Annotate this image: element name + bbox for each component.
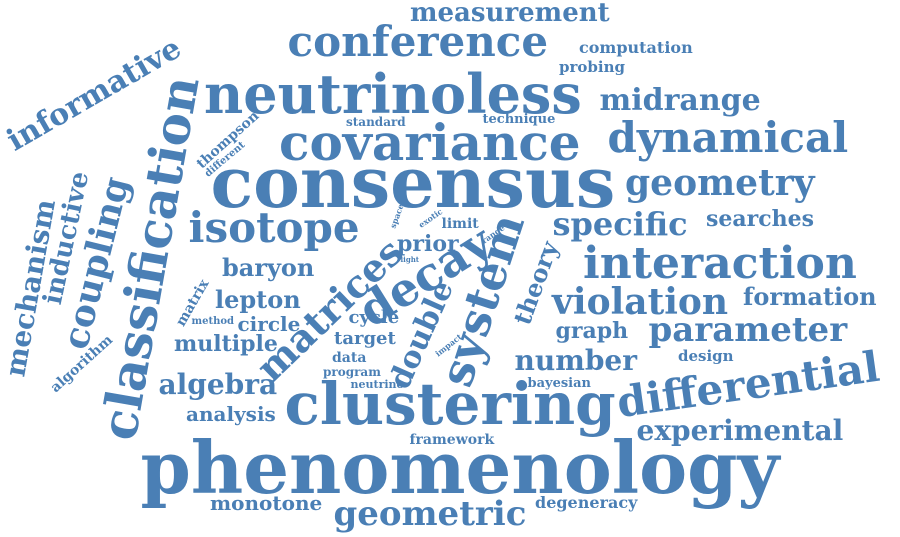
word: design <box>678 346 734 365</box>
word: light <box>400 254 420 264</box>
word: limit <box>441 216 479 232</box>
word: graph <box>555 318 629 344</box>
word: conference <box>287 17 549 66</box>
word: program <box>323 365 381 379</box>
word: phenomenology <box>140 425 780 510</box>
word: lepton <box>215 285 301 314</box>
word: isotope <box>188 203 360 252</box>
word: neutrinoless <box>204 62 582 126</box>
word: geometry <box>625 162 815 204</box>
word: number <box>514 344 638 377</box>
word: baryon <box>222 253 315 282</box>
word: measurement <box>410 0 610 28</box>
word: interaction <box>583 238 857 289</box>
word: standard <box>346 115 406 129</box>
word: violation <box>552 281 729 323</box>
word: cycle <box>348 307 400 328</box>
word: dynamical <box>607 113 849 162</box>
word: target <box>334 328 396 349</box>
word: method <box>191 316 235 327</box>
word: covariance <box>279 113 581 172</box>
word: multiple <box>174 331 278 357</box>
word: clustering <box>284 370 616 438</box>
word: formation <box>743 282 877 311</box>
word: searches <box>706 206 815 232</box>
word: bayesian <box>527 375 591 391</box>
word: probing <box>559 57 625 76</box>
word: experimental <box>636 414 844 447</box>
word: monotone <box>210 491 323 515</box>
word: circle <box>237 312 301 336</box>
word: consensus <box>210 141 616 224</box>
word: prior <box>397 231 459 257</box>
word: neutrino <box>350 377 404 391</box>
word: technique <box>482 111 556 127</box>
word: analysis <box>186 402 276 426</box>
word: framework <box>409 432 495 448</box>
word: specific <box>552 205 688 243</box>
word: differential <box>613 341 883 428</box>
word: degeneracy <box>535 493 638 512</box>
word: geometric <box>333 494 527 534</box>
word: algebra <box>158 368 278 401</box>
word: computation <box>579 38 693 57</box>
word: data <box>332 350 367 366</box>
word: midrange <box>599 83 761 118</box>
word: parameter <box>648 310 848 350</box>
